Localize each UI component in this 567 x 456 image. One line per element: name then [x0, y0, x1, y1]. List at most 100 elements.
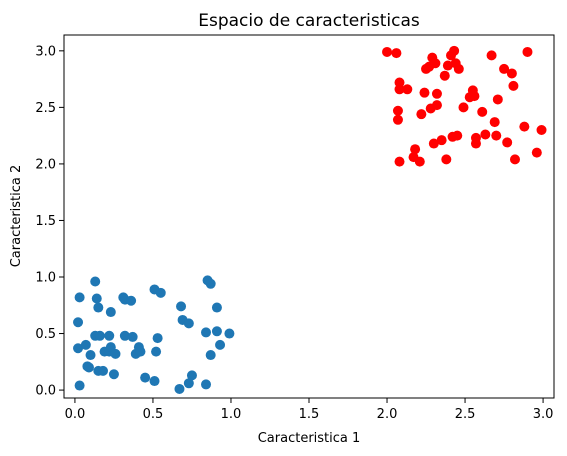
scatter-point: [126, 295, 137, 306]
scatter-point: [183, 318, 194, 329]
scatter-point: [73, 343, 84, 354]
scatter-point: [104, 330, 115, 341]
scatter-point: [94, 330, 105, 341]
points-layer: [73, 45, 547, 394]
x-tick-label: 2.0: [377, 407, 398, 422]
scatter-point: [392, 105, 403, 116]
scatter-point: [449, 45, 460, 56]
scatter-point: [402, 84, 413, 95]
scatter-point: [80, 339, 91, 350]
scatter-point: [152, 333, 163, 344]
y-tick-label: 1.0: [35, 271, 56, 286]
y-tick-label: 3.0: [35, 44, 56, 59]
y-tick-label: 2.5: [35, 101, 56, 116]
scatter-point: [469, 91, 480, 102]
x-tick-label: 2.5: [455, 407, 476, 422]
y-tick-label: 0.5: [35, 327, 56, 342]
scatter-point: [201, 379, 212, 390]
scatter-point: [83, 362, 94, 373]
scatter-point: [431, 88, 442, 99]
y-axis-label: Caracteristica 2: [9, 165, 24, 268]
scatter-point: [151, 346, 162, 357]
scatter-point: [149, 376, 160, 387]
scatter-point: [519, 121, 530, 132]
scatter-point: [453, 63, 464, 74]
scatter-point: [452, 130, 463, 141]
scatter-point: [491, 130, 502, 141]
scatter-point: [127, 331, 138, 342]
scatter-point: [480, 129, 491, 140]
scatter-point: [183, 378, 194, 389]
scatter-point: [392, 114, 403, 125]
scatter-point: [470, 138, 481, 149]
scatter-point: [436, 135, 447, 146]
scatter-point: [74, 292, 85, 303]
scatter-point: [155, 287, 166, 298]
x-tick-label: 0.0: [65, 407, 86, 422]
scatter-point: [428, 138, 439, 149]
scatter-point: [430, 58, 441, 69]
scatter-point: [85, 350, 96, 361]
scatter-point: [394, 156, 405, 167]
scatter-point: [506, 68, 517, 79]
scatter-point: [489, 117, 500, 128]
scatter-point: [186, 370, 197, 381]
scatter-point: [93, 302, 104, 313]
scatter-point: [110, 348, 121, 359]
scatter-point: [201, 327, 212, 338]
scatter-point: [391, 48, 402, 59]
scatter-point: [441, 154, 452, 165]
scatter-point: [416, 109, 427, 120]
x-axis-label: Caracteristica 1: [258, 431, 361, 446]
y-axis-ticks: 0.0 0.5 1.0 1.5 2.0 2.5 3.0: [35, 44, 64, 399]
scatter-point: [91, 293, 102, 304]
scatter-point: [394, 84, 405, 95]
scatter-point: [135, 346, 146, 357]
scatter-point: [419, 87, 430, 98]
scatter-point: [414, 156, 425, 167]
scatter-point: [176, 301, 187, 312]
scatter-point: [477, 106, 488, 117]
scatter-point: [205, 278, 216, 289]
x-tick-label: 0.5: [143, 407, 164, 422]
scatter-point: [536, 124, 547, 135]
scatter-point: [215, 339, 226, 350]
y-tick-label: 2.0: [35, 157, 56, 172]
scatter-point: [211, 302, 222, 313]
x-tick-label: 3.0: [533, 407, 554, 422]
scatter-point: [140, 372, 151, 383]
scatter-point: [522, 46, 533, 57]
scatter-point: [211, 326, 222, 337]
scatter-point: [174, 383, 185, 394]
scatter-point: [382, 46, 393, 57]
scatter-point: [98, 365, 109, 376]
y-tick-label: 1.5: [35, 214, 56, 229]
scatter-point: [508, 80, 519, 91]
scatter-point: [439, 70, 450, 81]
scatter-point: [119, 330, 130, 341]
scatter-point: [531, 147, 542, 158]
scatter-point: [108, 369, 119, 380]
scatter-point: [499, 63, 510, 74]
plot-frame: [63, 34, 555, 399]
x-axis-ticks: 0.0 0.5 1.0 1.5 2.0 2.5 3.0: [65, 398, 554, 422]
scatter-point: [502, 137, 513, 148]
x-tick-label: 1.5: [299, 407, 320, 422]
scatter-point: [205, 350, 216, 361]
scatter-point: [458, 102, 469, 113]
scatter-point: [431, 100, 442, 111]
scatter-point: [509, 154, 520, 165]
scatter-point: [410, 144, 421, 155]
y-tick-label: 0.0: [35, 384, 56, 399]
scatter-point: [224, 328, 235, 339]
scatter-point: [74, 380, 85, 391]
scatter-point: [442, 60, 453, 71]
scatter-point: [90, 276, 101, 287]
scatter-point: [486, 50, 497, 61]
scatter-point: [105, 307, 116, 318]
x-tick-label: 1.0: [221, 407, 242, 422]
chart-title: Espacio de caracteristicas: [198, 11, 420, 31]
scatter-point: [73, 317, 84, 328]
